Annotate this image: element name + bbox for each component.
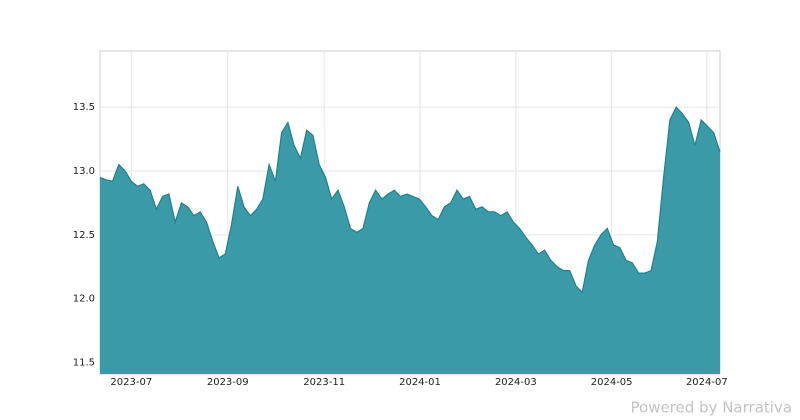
- y-tick-label: 12.0: [73, 294, 95, 305]
- credit: Powered by Narrativa: [631, 399, 793, 417]
- y-tick-label: 13.5: [73, 102, 95, 113]
- x-tick-label: 2023-11: [303, 377, 345, 388]
- y-tick-label: 13.0: [73, 166, 95, 177]
- area-line: [99, 106, 721, 294]
- x-tick-label: 2023-07: [110, 377, 152, 388]
- y-tick-label: 12.5: [73, 230, 95, 241]
- area: [100, 107, 720, 374]
- x-tick-label: 2024-07: [686, 377, 728, 388]
- x-tick-label: 2024-05: [591, 377, 633, 388]
- x-tick-label: 2024-01: [399, 377, 441, 388]
- x-tick-label: 2023-09: [207, 377, 249, 388]
- y-tick-label: 11.5: [73, 358, 95, 369]
- x-tick-label: 2024-03: [495, 377, 537, 388]
